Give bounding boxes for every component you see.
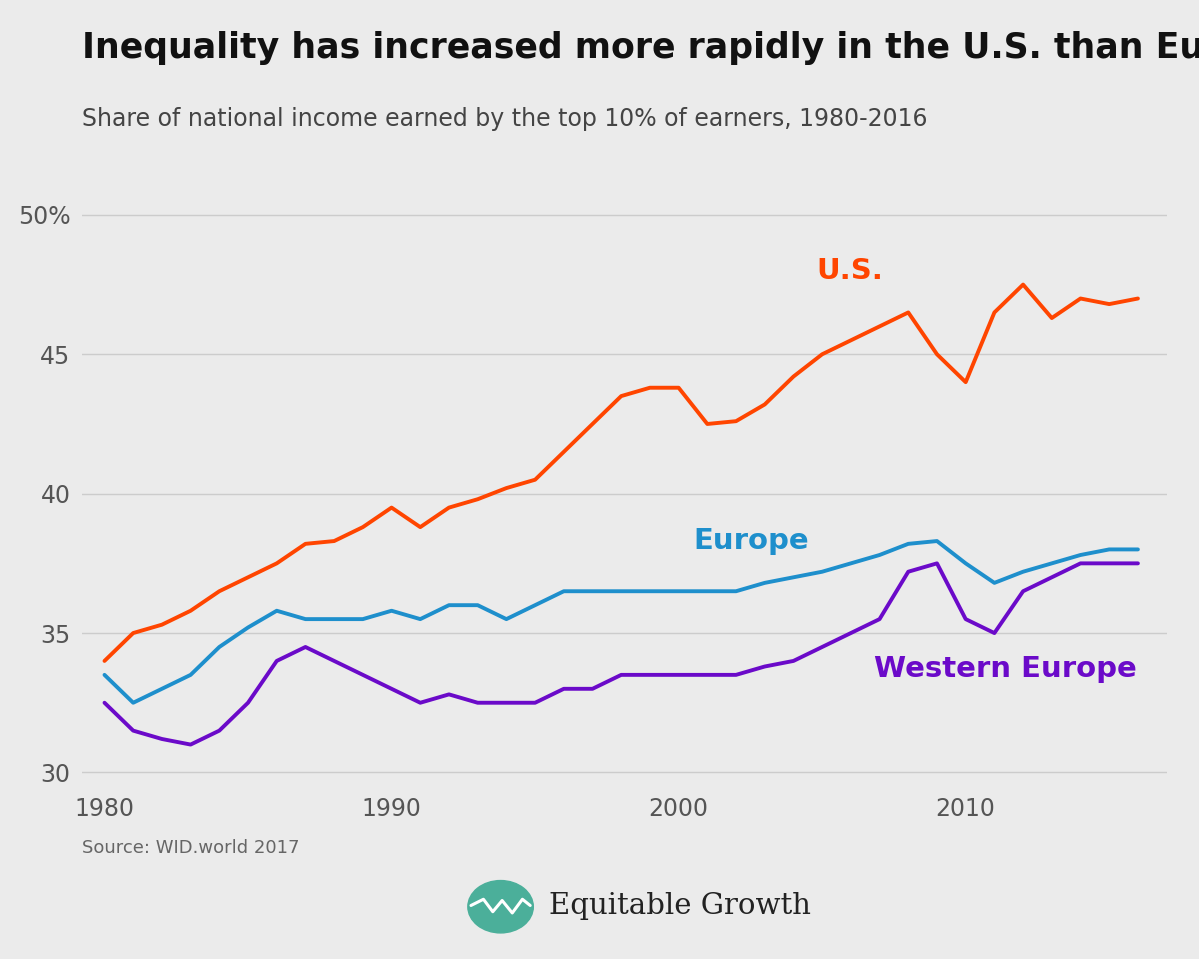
Text: Western Europe: Western Europe — [874, 655, 1137, 683]
Text: Share of national income earned by the top 10% of earners, 1980-2016: Share of national income earned by the t… — [82, 107, 927, 131]
Text: Source: WID.world  2017: Source: WID.world 2017 — [82, 839, 299, 857]
Text: Equitable Growth: Equitable Growth — [549, 892, 811, 921]
Text: Inequality has increased more rapidly in the U.S. than Europe: Inequality has increased more rapidly in… — [82, 31, 1199, 64]
Text: Europe: Europe — [693, 527, 808, 555]
Text: U.S.: U.S. — [817, 257, 884, 285]
Circle shape — [468, 880, 534, 933]
